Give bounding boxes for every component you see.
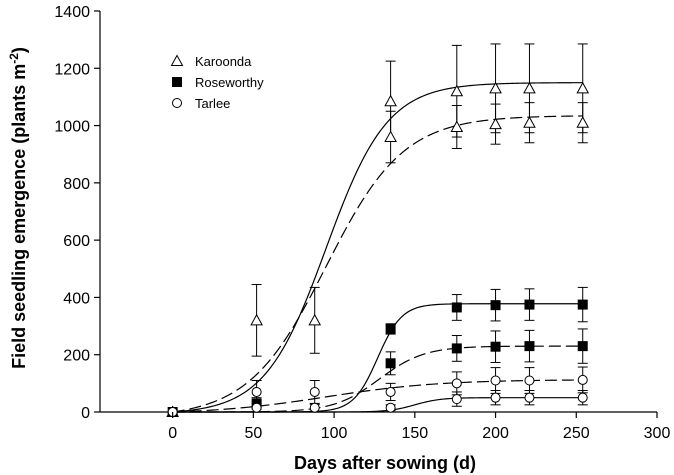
legend-marker-karoonda xyxy=(170,54,184,66)
y-axis-title-main: Field seedling emergence (plants m xyxy=(9,64,29,369)
data-point-tarlee xyxy=(490,392,501,403)
data-point-roseworthy xyxy=(490,341,501,352)
data-point-karoonda xyxy=(250,313,263,326)
data-point-roseworthy xyxy=(451,343,462,354)
legend-label-karoonda: Karoonda xyxy=(195,54,252,69)
fitted-curves xyxy=(172,82,583,413)
data-point-roseworthy xyxy=(524,299,535,310)
legend-label-tarlee: Tarlee xyxy=(195,96,230,111)
data-point-roseworthy xyxy=(451,302,462,313)
data-point-tarlee xyxy=(577,392,588,403)
legend: Karoonda Roseworthy Tarlee xyxy=(170,54,264,111)
fit-curve-roseworthy-solid xyxy=(172,303,583,413)
y-tick-label: 0 xyxy=(81,405,90,422)
data-point-tarlee xyxy=(385,386,396,397)
x-tick-label: 200 xyxy=(482,425,509,442)
y-tick-label: 400 xyxy=(63,290,90,307)
data-point-karoonda xyxy=(384,94,397,107)
fit-curve-tarlee-dashed xyxy=(172,379,583,413)
data-point-tarlee xyxy=(385,402,396,413)
data-point-karoonda xyxy=(576,116,590,128)
x-axis-title: Days after sowing (d) xyxy=(294,453,476,473)
data-point-karoonda xyxy=(523,116,536,128)
x-tick-label: 50 xyxy=(244,425,262,442)
data-point-tarlee xyxy=(577,374,588,385)
data-point-karoonda xyxy=(489,81,502,94)
data-point-roseworthy xyxy=(524,341,535,352)
data-point-roseworthy xyxy=(577,299,588,310)
axis-ticks: 0 50 100 150 200 250 300 0 200 400 600 800 1000 1200 1… xyxy=(54,4,670,442)
data-point-karoonda xyxy=(450,120,464,133)
plot-frame xyxy=(99,11,657,413)
data-point-roseworthy xyxy=(577,341,588,352)
fit-curve-karoonda-dashed xyxy=(172,115,583,413)
x-tick-label: 150 xyxy=(401,425,428,442)
legend-label-roseworthy: Roseworthy xyxy=(195,75,264,90)
y-tick-label: 800 xyxy=(63,176,90,193)
data-point-roseworthy xyxy=(385,358,396,369)
data-point-tarlee xyxy=(451,394,462,405)
fit-curve-roseworthy-dashed xyxy=(172,345,583,413)
y-tick-label: 1200 xyxy=(54,61,90,78)
data-point-karoonda xyxy=(576,81,590,94)
data-markers xyxy=(166,81,590,417)
y-axis-title-close: ) xyxy=(9,47,29,53)
x-tick-label: 250 xyxy=(563,425,590,442)
data-point-tarlee xyxy=(251,386,262,397)
x-tick-label: 300 xyxy=(644,425,671,442)
data-point-karoonda xyxy=(450,84,464,97)
data-point-karoonda xyxy=(384,130,397,143)
error-bars xyxy=(251,43,588,413)
data-point-karoonda xyxy=(489,117,502,130)
legend-marker-roseworthy xyxy=(172,77,182,87)
y-tick-label: 200 xyxy=(63,348,90,365)
y-tick-label: 600 xyxy=(63,233,90,250)
data-point-roseworthy xyxy=(490,300,501,311)
fit-curve-tarlee-solid xyxy=(172,397,583,413)
y-axis-title-superscript: -2 xyxy=(7,53,21,64)
x-tick-label: 100 xyxy=(321,425,348,442)
data-point-tarlee xyxy=(451,378,462,389)
y-tick-label: 1000 xyxy=(54,119,90,136)
data-point-tarlee xyxy=(309,386,320,397)
y-axis-title: Field seedling emergence (plants m-2) xyxy=(7,47,29,369)
x-tick-label: 0 xyxy=(168,425,177,442)
data-point-roseworthy xyxy=(385,323,396,334)
data-point-tarlee xyxy=(524,375,535,386)
data-point-tarlee xyxy=(309,402,320,413)
data-point-karoonda xyxy=(308,313,322,326)
data-point-karoonda xyxy=(523,81,536,94)
data-point-tarlee xyxy=(524,392,535,403)
legend-marker-tarlee xyxy=(172,98,182,108)
data-point-tarlee xyxy=(251,402,262,413)
fit-curve-karoonda-solid xyxy=(172,82,583,413)
y-tick-label: 1400 xyxy=(54,4,90,21)
data-point-tarlee xyxy=(490,375,501,386)
